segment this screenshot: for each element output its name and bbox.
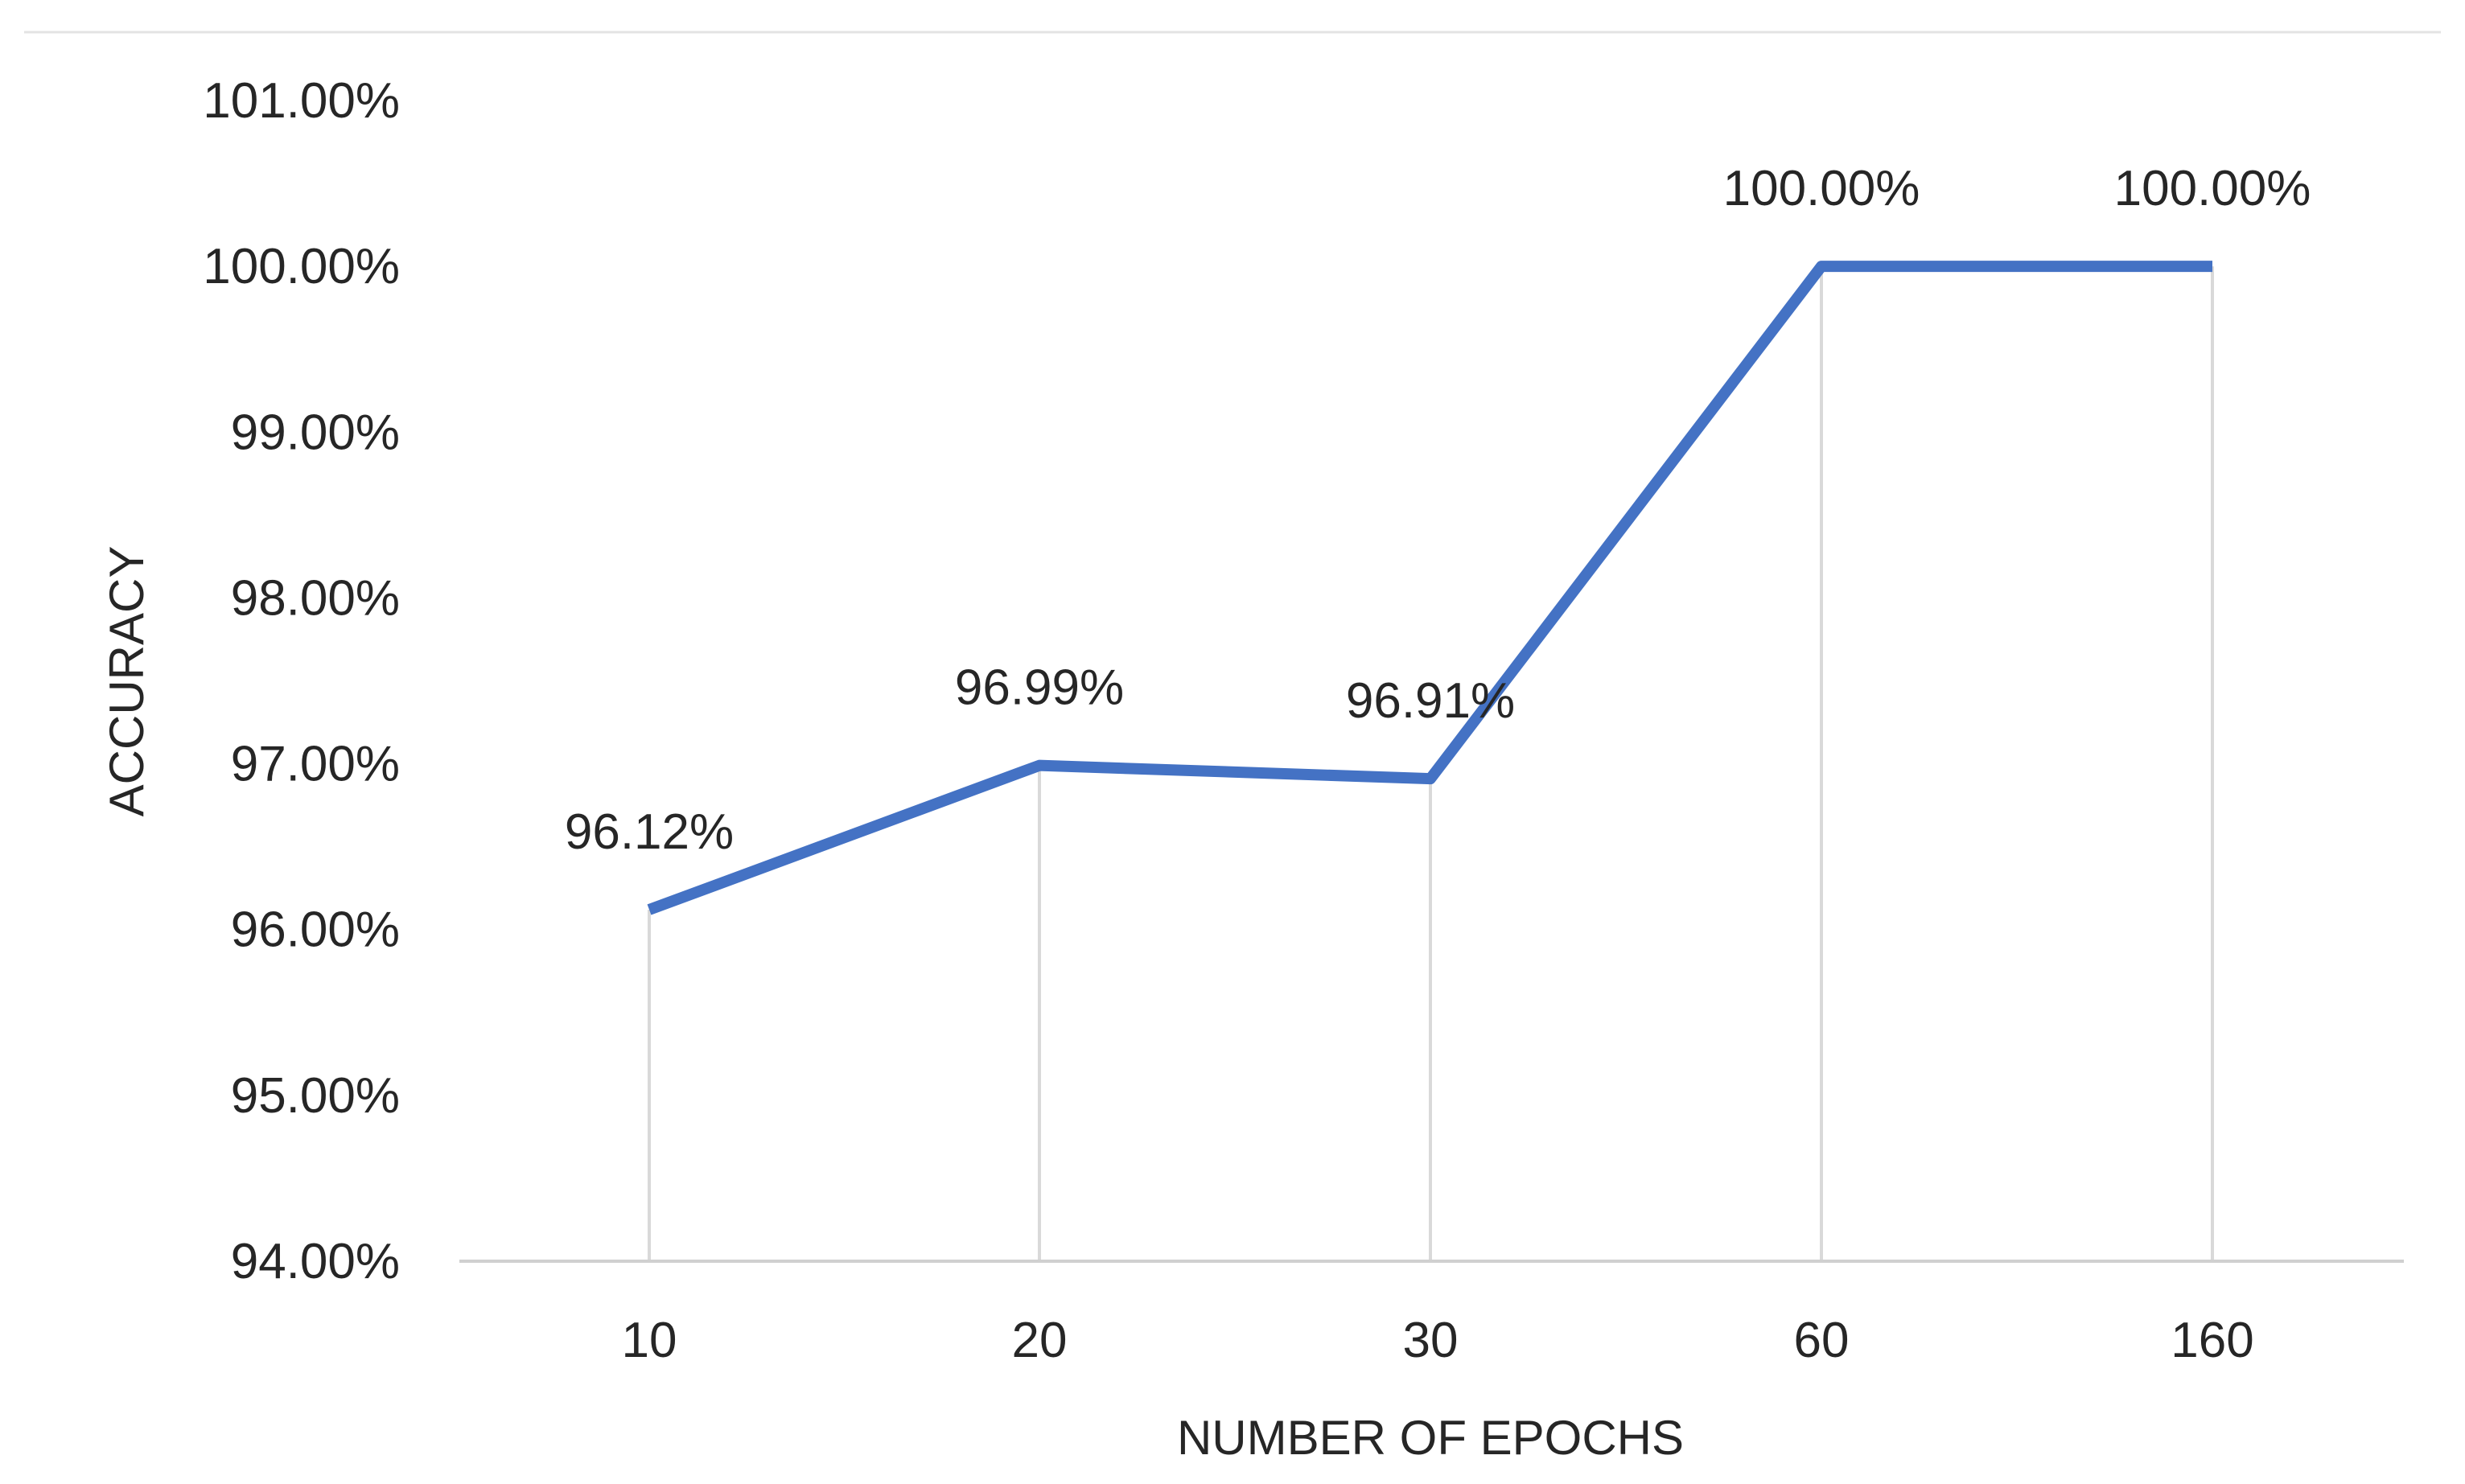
x-tick-label: 30 <box>1403 1313 1459 1368</box>
y-tick-label: 94.00% <box>231 1234 400 1289</box>
y-tick-label: 101.00% <box>203 73 400 129</box>
data-label: 100.00% <box>1723 161 1920 216</box>
y-tick-label: 97.00% <box>231 737 400 792</box>
data-label: 96.12% <box>565 804 734 860</box>
data-labels-group: 96.12% 96.99% 96.91% 100.00% 100.00% <box>565 161 2311 860</box>
x-tick-label: 20 <box>1012 1313 1068 1368</box>
y-tick-label: 96.00% <box>231 902 400 958</box>
x-axis-title: NUMBER OF EPOCHS <box>1177 1411 1684 1465</box>
data-label: 100.00% <box>2114 161 2311 216</box>
accuracy-series-line <box>647 261 2212 915</box>
y-tick-label: 98.00% <box>231 570 400 626</box>
x-tick-label: 160 <box>2171 1313 2253 1368</box>
y-tick-label: 100.00% <box>203 239 400 294</box>
x-tick-label: 60 <box>1794 1313 1850 1368</box>
x-tick-labels-group: 10 20 30 60 160 <box>622 1313 2254 1368</box>
drop-lines-group <box>648 266 2214 1261</box>
y-tick-label: 95.00% <box>231 1068 400 1124</box>
data-label: 96.99% <box>955 660 1124 716</box>
x-tick-label: 10 <box>622 1313 677 1368</box>
y-tick-label: 99.00% <box>231 405 400 460</box>
y-axis-title: ACCURACY <box>100 546 154 817</box>
y-tick-labels-group: 94.00% 95.00% 96.00% 97.00% 98.00% 99.00% 100.… <box>203 73 400 1289</box>
data-label: 96.91% <box>1346 673 1515 729</box>
